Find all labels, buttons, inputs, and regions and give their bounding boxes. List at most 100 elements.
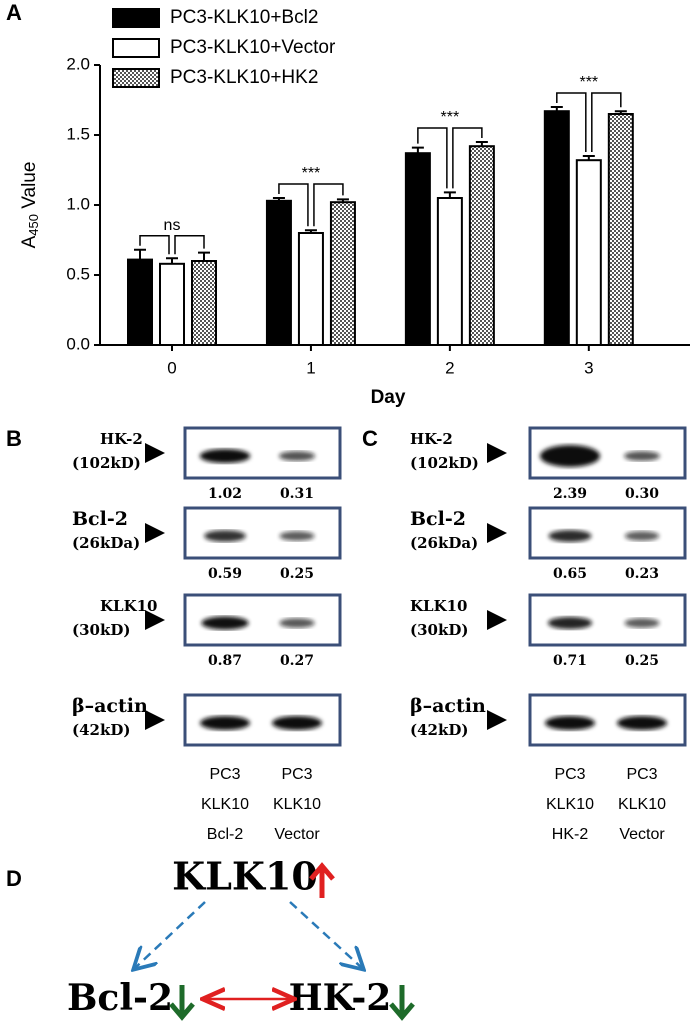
- blot-quant: 0.27: [280, 653, 314, 669]
- diagram-node: Bcl-2: [67, 977, 173, 1019]
- error-bar: [134, 248, 146, 260]
- y-tick-label: 1.0: [66, 194, 90, 213]
- diagram-node: KLK10: [172, 854, 318, 899]
- bar: [159, 262, 185, 346]
- lane-label: Bcl-2: [207, 826, 244, 843]
- error-bar: [272, 197, 285, 201]
- error-bar: [582, 155, 595, 161]
- lane-label: PC3: [626, 766, 657, 783]
- blot-arrow: [145, 710, 165, 730]
- blot-label: β–actin: [410, 695, 486, 717]
- lane-label: PC3: [554, 766, 585, 783]
- blot-band: [199, 448, 251, 464]
- lane-label: KLK10: [273, 796, 321, 813]
- y-tick-label: 2.0: [66, 54, 90, 73]
- blot-arrow: [487, 710, 507, 730]
- lane-label: KLK10: [618, 796, 666, 813]
- error-bar: [550, 106, 563, 112]
- blot-band: [201, 616, 249, 630]
- dashed-arrow: [135, 901, 206, 968]
- panel-letter: D: [6, 866, 22, 891]
- legend-label: PC3-KLK10+Vector: [170, 37, 336, 58]
- significance-label: ***: [302, 165, 321, 182]
- blot-label: KLK10: [410, 597, 468, 615]
- blot-size: (42kD): [410, 721, 468, 739]
- blot-label: Bcl-2: [410, 508, 466, 530]
- bar: [436, 197, 463, 346]
- y-tick-label: 0.5: [66, 264, 90, 283]
- blot-size: (26kDa): [410, 534, 478, 552]
- blot-label: Bcl-2: [72, 508, 128, 530]
- legend-swatch: [112, 8, 160, 28]
- blot-size: (30kD): [72, 621, 130, 639]
- blot-size: (26kDa): [72, 534, 140, 552]
- significance-bracket: [278, 183, 344, 227]
- legend-swatch: [112, 38, 160, 58]
- blot-label: HK-2: [100, 430, 143, 448]
- up-arrow: [309, 862, 335, 898]
- y-axis-label: A450 Value: [19, 162, 41, 249]
- error-bar: [614, 110, 627, 114]
- blot-band: [545, 716, 595, 730]
- lane-label: KLK10: [546, 796, 594, 813]
- x-axis-label: Day: [371, 387, 406, 408]
- down-arrow: [389, 985, 415, 1021]
- diagram-node: HK-2: [289, 977, 392, 1019]
- blot-arrow: [487, 523, 507, 543]
- blot-label: β–actin: [72, 695, 148, 717]
- blot-size: (102kD): [410, 454, 479, 472]
- blot-quant: 2.39: [553, 486, 587, 502]
- bar: [404, 152, 431, 346]
- lane-label: Vector: [619, 826, 665, 843]
- blot-band: [272, 716, 322, 730]
- x-tick-label: 2: [445, 358, 454, 377]
- blot-size: (42kD): [72, 721, 130, 739]
- blot-band: [547, 616, 593, 630]
- bar: [468, 145, 495, 346]
- error-bar: [443, 191, 456, 198]
- x-tick-label: 1: [306, 358, 315, 377]
- blot-band: [624, 618, 660, 628]
- legend-label: PC3-KLK10+HK2: [170, 67, 318, 88]
- y-tick-label: 1.5: [66, 124, 90, 143]
- blot-arrow: [145, 523, 165, 543]
- lane-label: Vector: [274, 826, 320, 843]
- blot-band: [279, 531, 315, 541]
- x-tick-label: 3: [584, 358, 593, 377]
- blot-arrow: [487, 443, 507, 463]
- error-bar: [198, 251, 210, 261]
- blot-band: [540, 445, 600, 467]
- dashed-arrow: [289, 901, 362, 968]
- blot-quant: 0.25: [625, 653, 659, 669]
- blot-quant: 1.02: [208, 486, 242, 502]
- blot-quant: 0.23: [625, 566, 659, 582]
- error-bar: [475, 141, 488, 147]
- bar: [575, 159, 602, 346]
- panel-letter: B: [6, 426, 22, 451]
- significance-bracket: [417, 127, 483, 189]
- y-axis-label-main: A: [19, 235, 40, 248]
- lane-label: PC3: [209, 766, 240, 783]
- blot-size: (102kD): [72, 454, 141, 472]
- blot-quant: 0.87: [208, 653, 242, 669]
- bar: [329, 201, 356, 346]
- blot-arrow: [487, 610, 507, 630]
- error-bar: [411, 146, 424, 154]
- bar: [191, 260, 217, 346]
- blot-band: [624, 451, 660, 461]
- x-tick-label: 0: [167, 358, 176, 377]
- blot-quant: 0.31: [280, 486, 314, 502]
- blot-quant: 0.65: [553, 566, 587, 582]
- bar: [607, 113, 634, 346]
- legend-swatch: [112, 68, 160, 88]
- blot-label: KLK10: [100, 597, 158, 615]
- blot-arrow: [145, 610, 165, 630]
- significance-bracket: [556, 92, 622, 152]
- significance-label: ***: [579, 74, 598, 91]
- blot-band: [548, 530, 592, 542]
- blot-arrow: [145, 443, 165, 463]
- bar: [297, 232, 324, 346]
- bar: [127, 258, 153, 347]
- y-axis-label-rest: Value: [19, 162, 40, 214]
